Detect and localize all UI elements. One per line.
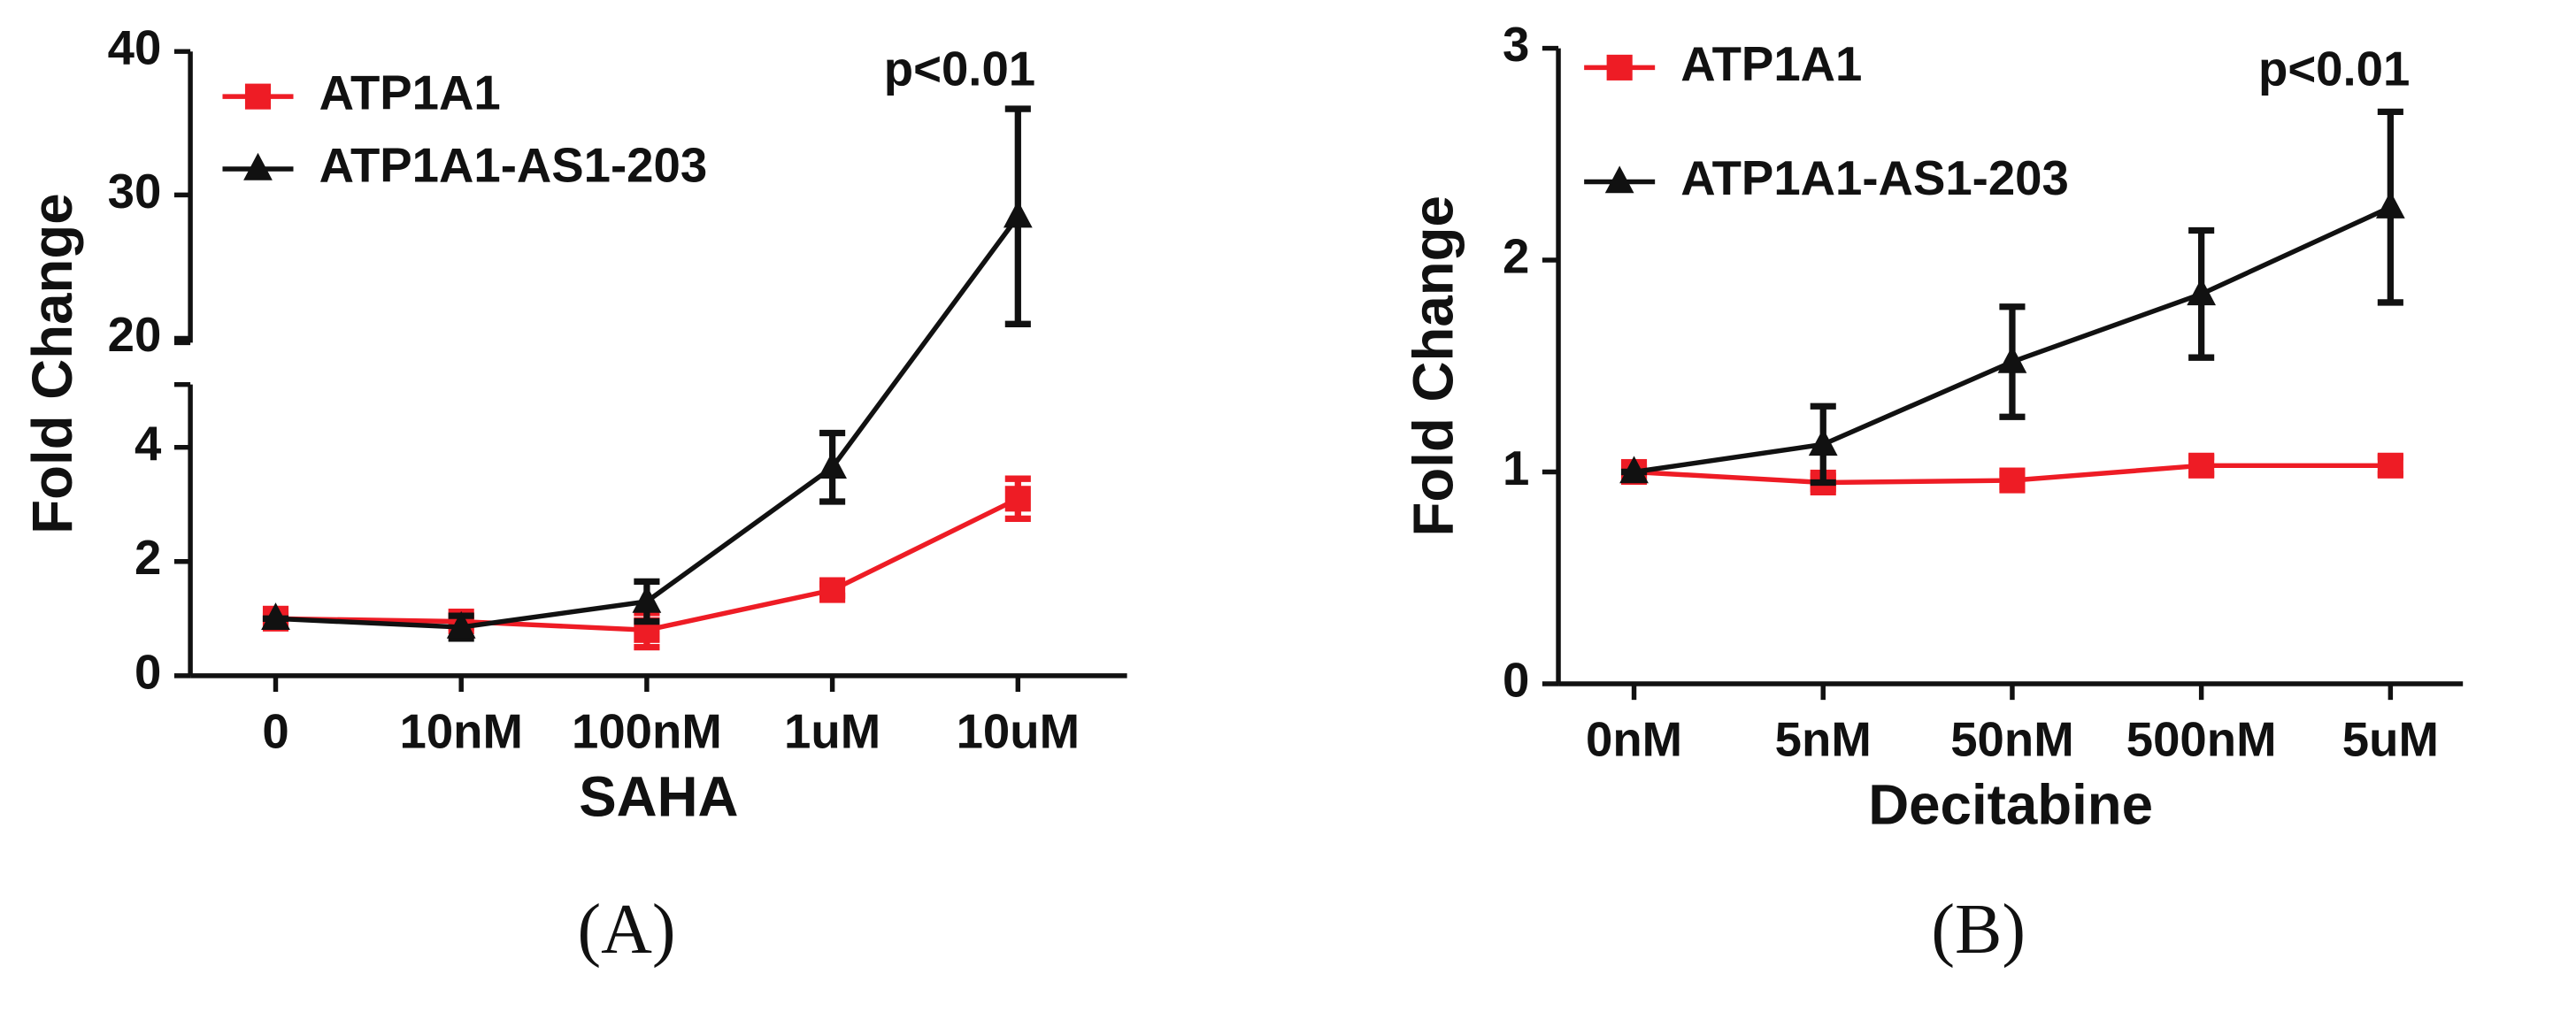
y-axis-label: Fold Change [21, 193, 84, 533]
x-axis-label: SAHA [579, 766, 738, 829]
x-tick-label: 5nM [1775, 713, 1872, 767]
point [1004, 486, 1031, 512]
point [2187, 278, 2217, 306]
x-tick-label: 100nM [572, 705, 722, 759]
x-tick-label: 10nM [399, 705, 522, 759]
x-axis-label: Decitabine [1868, 774, 2153, 837]
point [818, 451, 847, 479]
x-tick-label: 0 [262, 705, 288, 759]
legend-label: ATP1A1 [1680, 37, 1862, 91]
x-tick-label: 0nM [1586, 713, 1682, 767]
point [261, 602, 290, 631]
y-tick-label: 40 [108, 21, 162, 75]
x-tick-label: 500nM [2126, 713, 2277, 767]
panel-label: (A) [577, 891, 675, 969]
annotation: p<0.01 [2258, 42, 2410, 96]
point [2375, 190, 2405, 218]
y-tick-label: 3 [1503, 18, 1529, 72]
x-tick-label: 10uM [957, 705, 1080, 759]
y-tick-label: 1 [1503, 441, 1529, 495]
legend-marker [243, 152, 273, 180]
x-tick-label: 5uM [2342, 713, 2439, 767]
x-tick-label: 1uM [784, 705, 880, 759]
x-tick-label: 50nM [1950, 713, 2073, 767]
point [1997, 345, 2027, 373]
y-tick-label: 2 [135, 531, 161, 585]
y-tick-label: 4 [135, 417, 162, 471]
legend-label: ATP1A1 [319, 66, 501, 120]
point [1003, 200, 1033, 228]
y-tick-label: 0 [135, 645, 161, 699]
legend-marker [244, 83, 272, 110]
y-tick-label: 30 [108, 165, 162, 218]
annotation: p<0.01 [884, 42, 1035, 96]
point [446, 610, 476, 639]
point [2377, 452, 2403, 479]
point [819, 577, 846, 603]
point [632, 585, 662, 613]
y-tick-label: 20 [108, 308, 162, 362]
y-tick-label: 2 [1503, 229, 1529, 283]
series-line [275, 215, 1020, 630]
point [1808, 428, 1838, 456]
legend-marker [1606, 54, 1633, 80]
legend-label: ATP1A1-AS1-203 [319, 138, 708, 192]
y-axis-label: Fold Change [1402, 196, 1465, 536]
point [2188, 452, 2215, 479]
y-tick-label: 0 [1503, 653, 1529, 707]
legend-marker [1604, 165, 1634, 194]
panel-label: (B) [1931, 891, 2026, 969]
point [1619, 456, 1649, 484]
point [1999, 467, 2026, 494]
legend-label: ATP1A1-AS1-203 [1680, 151, 2069, 205]
